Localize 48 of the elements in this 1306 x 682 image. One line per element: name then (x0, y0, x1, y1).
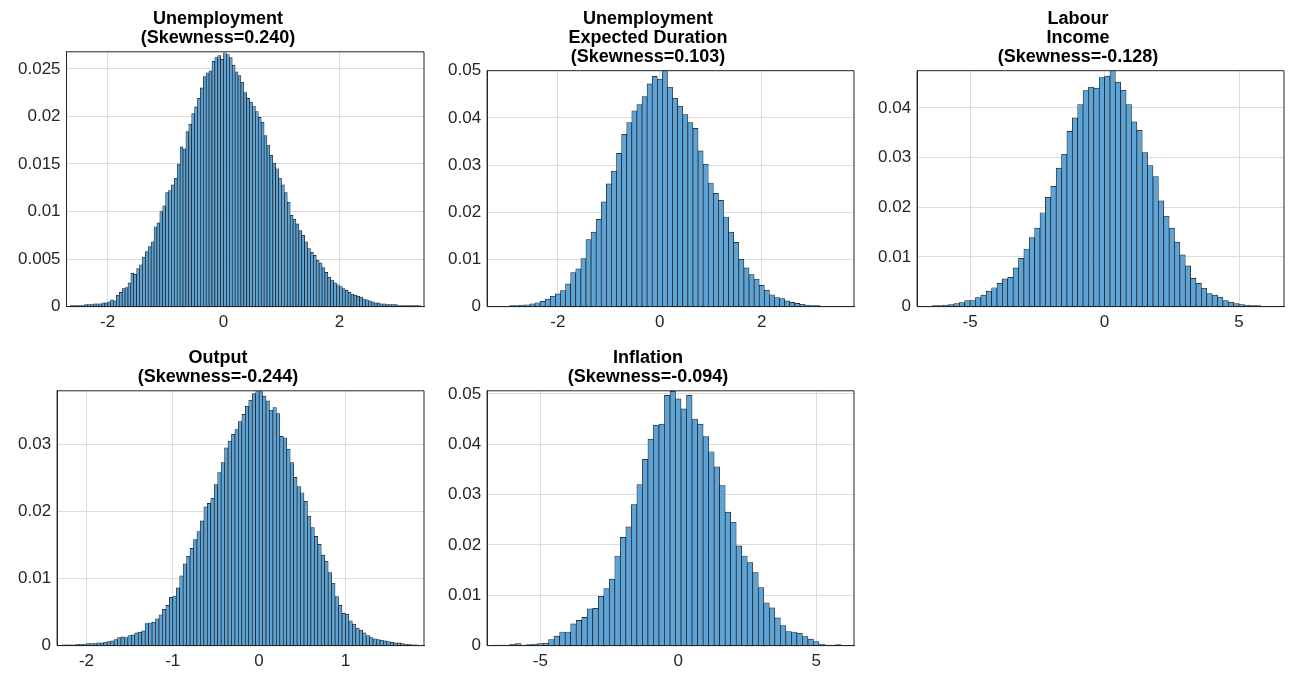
x-tick-label: 0 (254, 651, 264, 671)
x-tick-label: 5 (811, 651, 821, 671)
y-tick-label: 0.02 (447, 201, 482, 221)
y-tick-label: 0.01 (27, 201, 61, 221)
chart-title: Unemployment Expected Duration (Skewness=0.103) (568, 8, 728, 67)
x-tick-label: -5 (532, 651, 548, 671)
chart-title: Labour Income (Skewness=-0.128) (997, 8, 1159, 67)
y-tick-label: 0 (471, 635, 482, 655)
y-tick-label: 0.04 (877, 97, 912, 117)
y-tick-label: 0.02 (27, 106, 61, 126)
y-tick-label: 0.01 (877, 246, 912, 266)
y-tick-label: 0.005 (17, 248, 61, 268)
x-tick-label: 0 (673, 651, 683, 671)
y-tick-label: 0.04 (447, 433, 482, 453)
y-tick-label: 0.02 (877, 196, 912, 216)
y-tick-label: 0.03 (447, 484, 482, 504)
x-tick-label: 2 (334, 312, 345, 332)
x-tick-label: -5 (962, 312, 978, 332)
y-tick-label: 0.01 (447, 249, 482, 269)
y-tick-label: 0 (471, 296, 482, 316)
chart-title: Output (Skewness=-0.244) (137, 347, 299, 387)
y-tick-label: 0.01 (17, 568, 52, 588)
x-tick-label: 2 (757, 312, 767, 332)
y-tick-label: 0 (41, 635, 52, 655)
x-tick-label: 5 (1234, 312, 1244, 332)
x-tick-label: 0 (655, 312, 665, 332)
y-tick-label: 0.02 (447, 534, 482, 554)
y-tick-label: 0.03 (17, 434, 52, 454)
y-tick-label: 0.03 (447, 154, 482, 174)
y-tick-label: 0.02 (17, 501, 52, 521)
x-tick-label: -2 (100, 312, 116, 332)
y-tick-label: 0.015 (17, 153, 61, 173)
x-tick-label: -1 (165, 651, 181, 671)
y-tick-label: 0.04 (447, 107, 482, 127)
chart-title: Inflation (Skewness=-0.094) (567, 347, 729, 387)
x-tick-label: 0 (1099, 312, 1110, 332)
y-tick-label: 0 (51, 296, 61, 316)
x-tick-label: -2 (78, 651, 94, 671)
y-tick-label: 0.05 (447, 383, 482, 403)
x-tick-label: 1 (340, 651, 351, 671)
y-tick-label: 0.025 (17, 58, 61, 78)
y-tick-label: 0.01 (447, 584, 482, 604)
x-tick-label: -2 (550, 312, 566, 332)
y-tick-label: 0.03 (877, 147, 912, 167)
x-tick-label: 0 (218, 312, 229, 332)
chart-title: Unemployment (Skewness=0.240) (140, 8, 296, 48)
y-tick-label: 0 (901, 296, 912, 316)
y-tick-label: 0.05 (447, 60, 482, 80)
